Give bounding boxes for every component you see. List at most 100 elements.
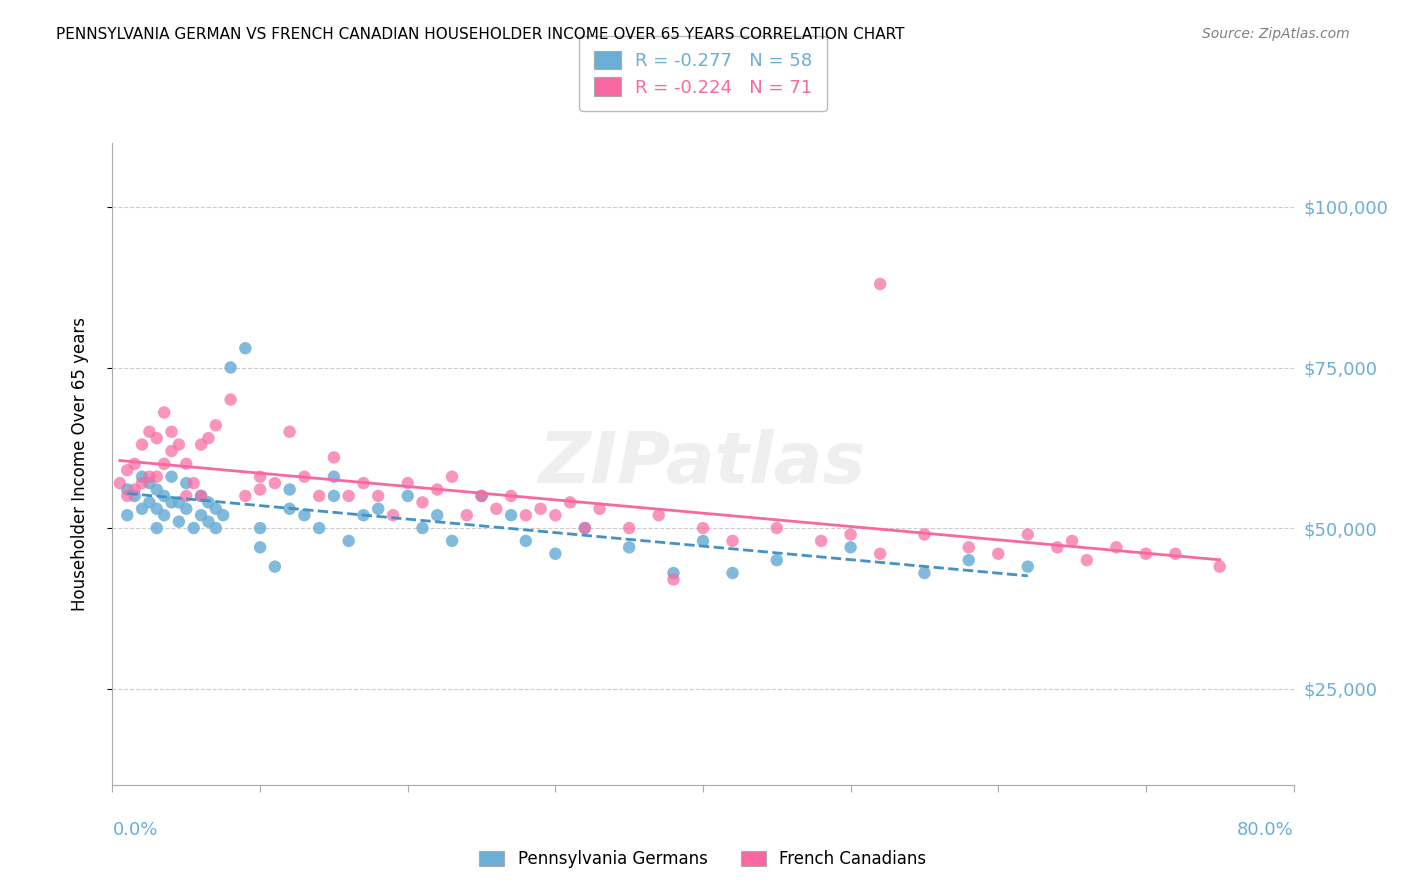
Point [441,469,464,483]
Point [292,508,315,523]
Point [190,489,212,503]
Point [869,277,891,291]
Point [987,547,1010,561]
Point [233,489,256,503]
Point [470,489,494,503]
Point [456,508,478,523]
Point [124,489,146,503]
Point [160,495,183,509]
Point [367,489,389,503]
Point [396,476,419,491]
Point [574,521,596,535]
Point [692,521,714,535]
Point [117,483,138,497]
Point [352,476,374,491]
Point [957,553,980,567]
Point [197,431,219,445]
Point [146,431,169,445]
Point [515,533,537,548]
Point [160,469,183,483]
Text: Source: ZipAtlas.com: Source: ZipAtlas.com [1202,27,1350,41]
Point [1208,559,1232,574]
Point [174,489,197,503]
Point [337,533,360,548]
Point [264,476,287,491]
Point [197,515,219,529]
Point [1017,527,1039,541]
Point [485,501,508,516]
Point [278,501,301,516]
Point [167,515,190,529]
Point [108,476,131,491]
Point [174,457,197,471]
Text: PENNSYLVANIA GERMAN VS FRENCH CANADIAN HOUSEHOLDER INCOME OVER 65 YEARS CORRELAT: PENNSYLVANIA GERMAN VS FRENCH CANADIAN H… [56,27,904,42]
Point [167,437,190,451]
Point [131,437,153,451]
Point [138,495,160,509]
Point [160,444,183,458]
Point [914,566,936,580]
Point [662,573,685,587]
Point [323,450,346,465]
Point [619,541,641,555]
Point [138,469,160,483]
Point [249,521,271,535]
Point [146,521,169,535]
Point [441,533,464,548]
Point [544,508,567,523]
Point [869,547,891,561]
Point [131,501,153,516]
Point [146,501,169,516]
Point [382,508,405,523]
Point [662,566,685,580]
Point [124,457,146,471]
Point [839,541,862,555]
Point [278,425,301,439]
Point [544,547,567,561]
Point [692,533,714,548]
Point [117,508,138,523]
Point [205,521,228,535]
Point [323,489,346,503]
Point [131,469,153,483]
Point [183,521,205,535]
Point [233,341,256,355]
Point [308,521,330,535]
Point [160,425,183,439]
Point [721,566,744,580]
Text: 0.0%: 0.0% [112,821,157,838]
Point [588,501,610,516]
Point [190,437,212,451]
Point [190,508,212,523]
Text: 80.0%: 80.0% [1237,821,1294,838]
Point [174,501,197,516]
Point [647,508,671,523]
Point [396,489,419,503]
Point [766,553,789,567]
Point [367,501,389,516]
Point [205,418,228,433]
Legend: R = -0.277   N = 58, R = -0.224   N = 71: R = -0.277 N = 58, R = -0.224 N = 71 [579,37,827,111]
Point [153,489,176,503]
Point [721,533,744,548]
Point [205,501,228,516]
Point [411,495,433,509]
Point [124,483,146,497]
Point [183,476,205,491]
Point [146,483,169,497]
Point [558,495,582,509]
Point [153,457,176,471]
Point [249,469,271,483]
Point [619,521,641,535]
Point [138,425,160,439]
Point [337,489,360,503]
Point [426,508,449,523]
Point [411,521,433,535]
Point [501,489,523,503]
Point [1105,541,1128,555]
Point [219,360,242,375]
Point [957,541,980,555]
Point [323,469,346,483]
Point [1017,559,1039,574]
Point [219,392,242,407]
